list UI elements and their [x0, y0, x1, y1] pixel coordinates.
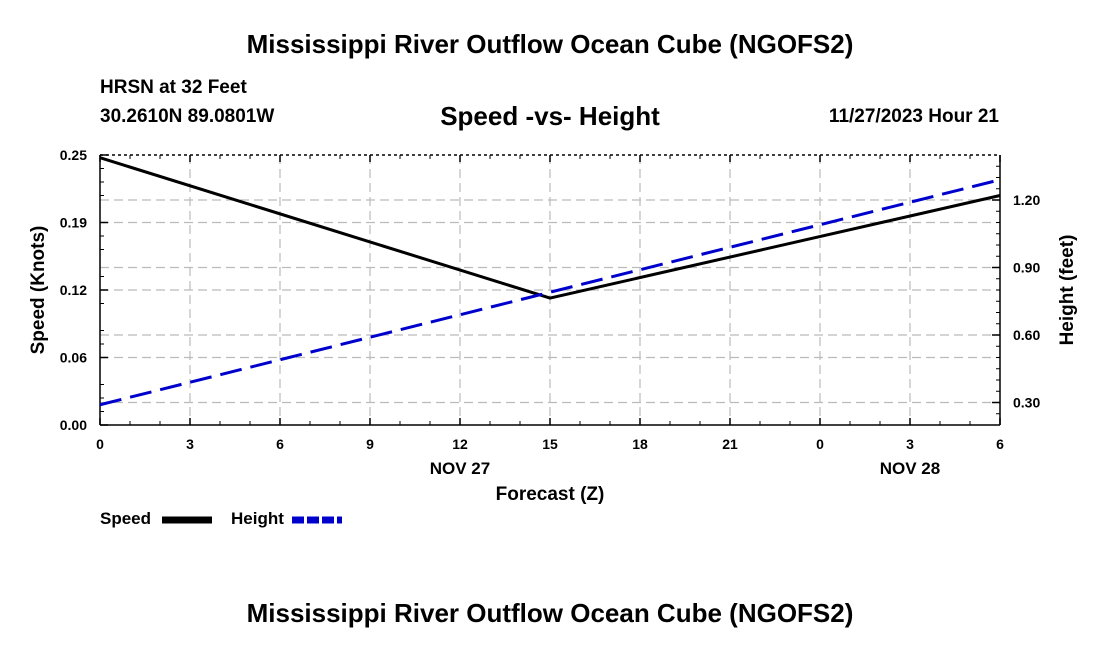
- y-tick-label: 0.06: [60, 350, 87, 366]
- y-tick-label: 0.25: [60, 147, 87, 163]
- x-tick-label: 3: [906, 436, 914, 452]
- y-tick-label: 0.00: [60, 417, 87, 433]
- x-axis-title: Forecast (Z): [496, 484, 605, 505]
- chart-title: Mississippi River Outflow Ocean Cube (NG…: [246, 29, 854, 59]
- x-tick-label: 15: [542, 436, 558, 452]
- chart-subtitle: Speed -vs- Height: [440, 101, 660, 131]
- x-tick-label: 0: [96, 436, 104, 452]
- x-tick-label: 9: [366, 436, 374, 452]
- latlon-label: 30.2610N 89.0801W: [100, 106, 275, 127]
- x-tick-label: 3: [186, 436, 194, 452]
- x-tick-label: 12: [452, 436, 468, 452]
- y2-tick-label: 0.90: [1013, 260, 1040, 276]
- x-tick-label: 6: [276, 436, 284, 452]
- y2-axis-title: Height (feet): [1057, 235, 1078, 346]
- legend-speed-label: Speed: [100, 509, 152, 528]
- y-tick-label: 0.19: [60, 215, 87, 231]
- datetime-label: 11/27/2023 Hour 21: [828, 106, 999, 127]
- legend-height-label: Height: [231, 509, 284, 528]
- x-tick-label: 0: [816, 436, 824, 452]
- series-line-speed: [99, 156, 1001, 300]
- y2-tick-label: 1.20: [1013, 192, 1040, 208]
- x-date-label: NOV 28: [880, 459, 940, 478]
- station-label: HRSN at 32 Feet: [100, 77, 247, 98]
- x-tick-label: 6: [996, 436, 1004, 452]
- y2-tick-label: 0.30: [1013, 395, 1040, 411]
- y-tick-label: 0.12: [60, 282, 87, 298]
- y2-tick-label: 0.60: [1013, 327, 1040, 343]
- footer-title: Mississippi River Outflow Ocean Cube (NG…: [246, 598, 854, 628]
- y-axis-title: Speed (Knots): [28, 226, 49, 355]
- x-date-label: NOV 27: [430, 459, 490, 478]
- x-tick-label: 18: [632, 436, 648, 452]
- x-tick-label: 21: [722, 436, 738, 452]
